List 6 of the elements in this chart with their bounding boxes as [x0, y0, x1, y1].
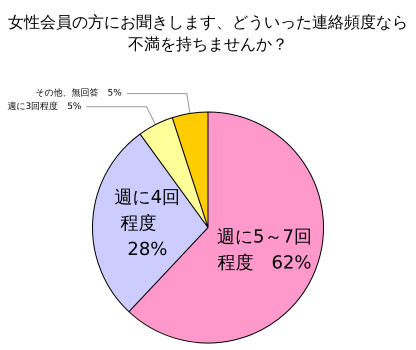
- data-label: 28%: [127, 239, 168, 260]
- chart-title: 女性会員の方にお聞きします、どういった連絡頻度なら不満を持ちませんか？: [8, 12, 408, 54]
- slice-label: 週に4回程度: [114, 187, 180, 234]
- slice-label: 週に3回程度 5%: [7, 100, 82, 112]
- slice-label: その他、無回答 5%: [36, 88, 122, 99]
- slice-label: 週に5～7回程度 62%: [217, 226, 312, 274]
